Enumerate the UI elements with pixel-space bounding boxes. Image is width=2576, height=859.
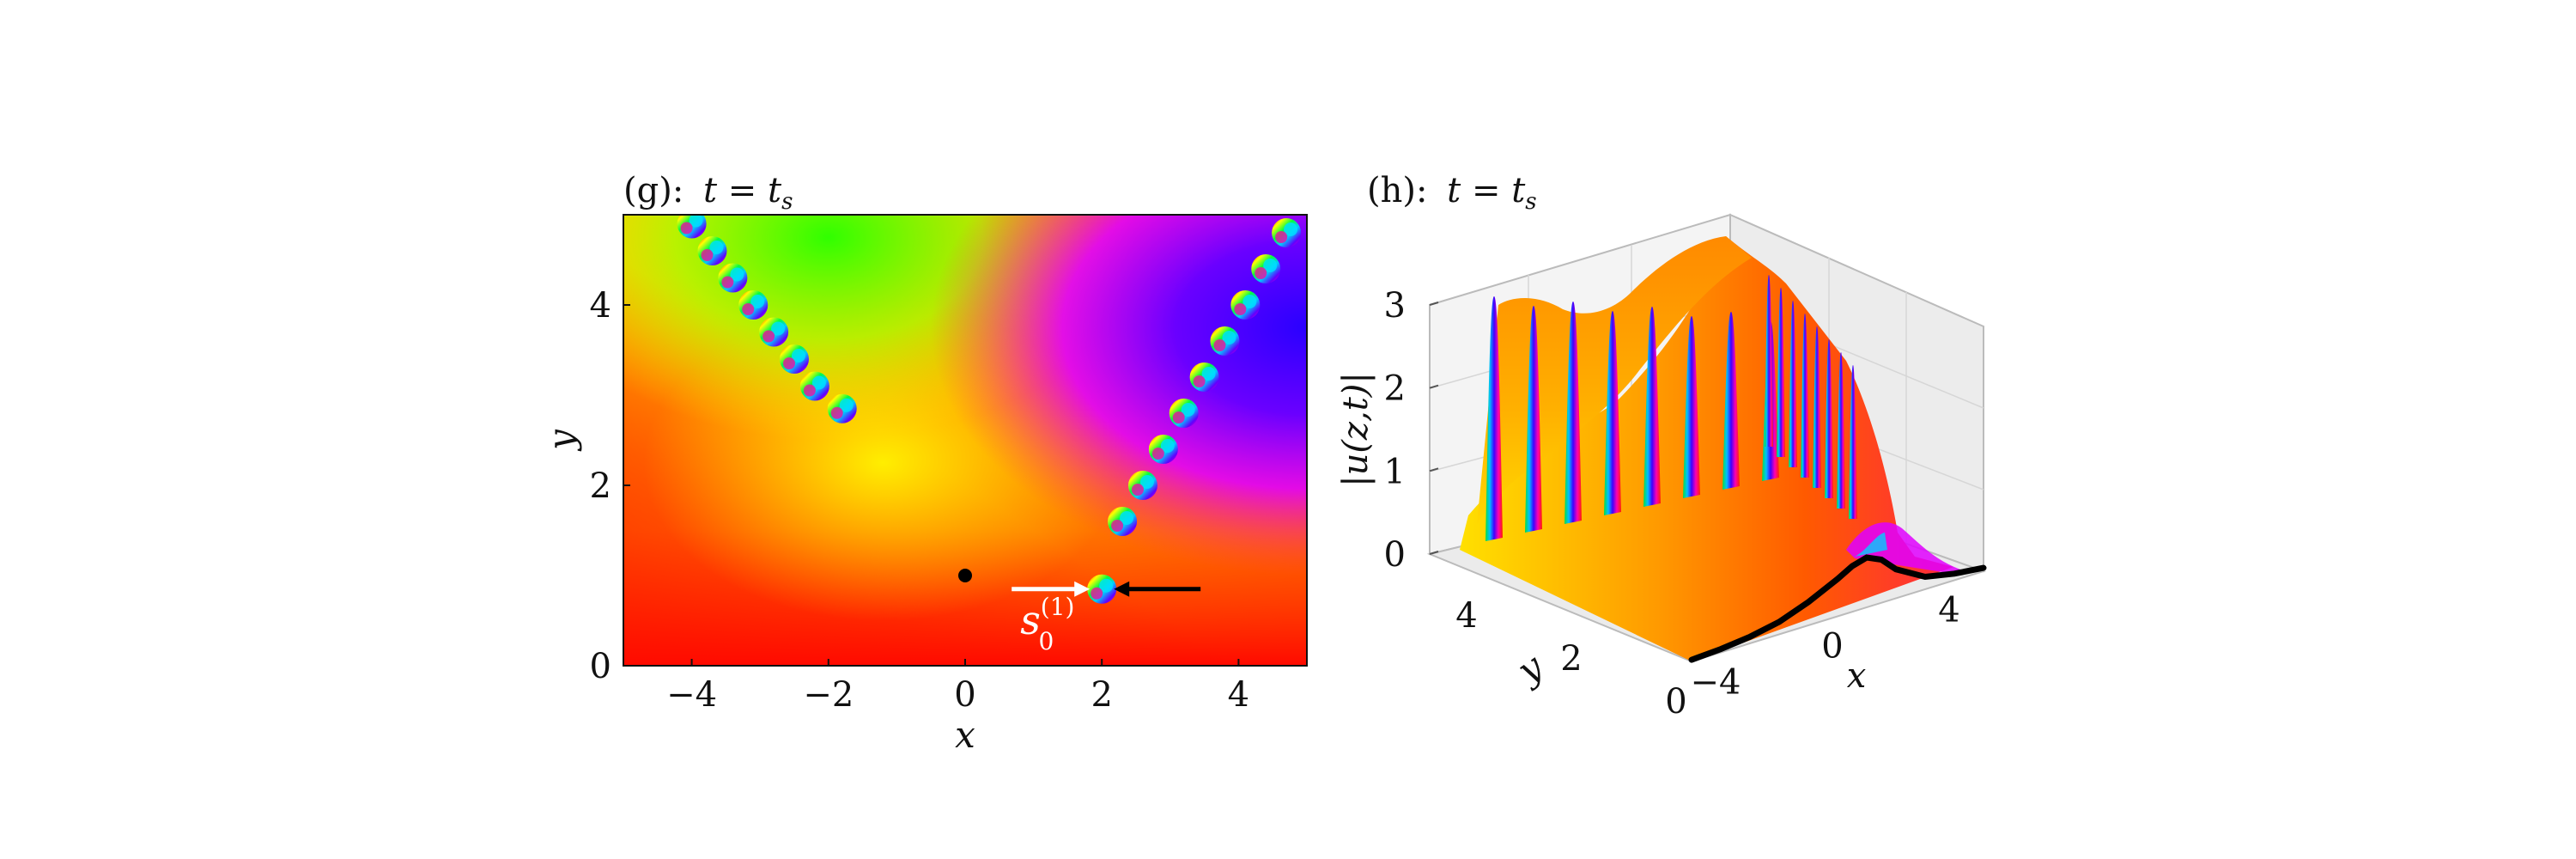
x-tick-label: 4 bbox=[1228, 675, 1249, 715]
x-tick-label: −4 bbox=[666, 675, 717, 715]
ridge-left-6 bbox=[1722, 312, 1740, 490]
panel-g-title: (g): t = ts bbox=[623, 171, 793, 215]
phase-zero-right-6 bbox=[1210, 326, 1240, 356]
ridge-right-1 bbox=[1777, 288, 1785, 457]
ridge-left-4 bbox=[1643, 307, 1661, 507]
z-tick-label: 0 bbox=[1384, 535, 1406, 575]
phase-zero-right-8 bbox=[1251, 254, 1281, 283]
phase-zero-right-0 bbox=[1087, 574, 1117, 604]
surface-oscillations-right bbox=[1765, 275, 1857, 519]
ridge-right-2 bbox=[1789, 301, 1797, 467]
phase-zero-left-7 bbox=[827, 393, 857, 423]
panel-g-ylabel: y bbox=[540, 429, 582, 452]
z-tick-label: 1 bbox=[1384, 452, 1406, 491]
phase-zero-right-3 bbox=[1148, 435, 1178, 464]
phase-singularities bbox=[677, 215, 1302, 604]
ridge-left-2 bbox=[1564, 302, 1582, 524]
phase-zero-left-4 bbox=[759, 317, 789, 347]
phase-zero-left-0 bbox=[677, 215, 707, 239]
panel-h-y-ticks: 4 2 0 bbox=[1455, 596, 1686, 722]
panel-h-xlabel: x bbox=[1847, 656, 1867, 696]
surface bbox=[1460, 236, 1966, 661]
phase-zero-right-4 bbox=[1169, 399, 1199, 428]
marked-point bbox=[958, 569, 972, 582]
panel-g: (g): t = ts s(1) 0 −4 −2 0 2 4 0 2 4 x y bbox=[540, 171, 1308, 756]
ridge-left-1 bbox=[1525, 306, 1542, 533]
z-tick-label: 3 bbox=[1384, 286, 1406, 326]
panel-h-x-ticks: −4 0 4 bbox=[1691, 591, 1960, 703]
panel-g-xlabel: x bbox=[955, 714, 975, 756]
white-arrow bbox=[1012, 581, 1091, 597]
ridge-right-4 bbox=[1813, 326, 1821, 488]
y-tick-label: 2 bbox=[1560, 639, 1582, 679]
ridge-left-3 bbox=[1604, 311, 1621, 515]
z-tick-label: 2 bbox=[1384, 369, 1406, 409]
phase-heatmap bbox=[623, 215, 1307, 666]
y-tick-label: 4 bbox=[590, 286, 611, 326]
y-tick-label: 0 bbox=[590, 647, 611, 686]
ridge-right-6 bbox=[1837, 352, 1845, 509]
phase-zero-left-1 bbox=[697, 236, 727, 265]
ridge-right-0 bbox=[1765, 275, 1773, 447]
y-tick-label: 4 bbox=[1455, 596, 1477, 636]
panel-g-y-ticks: 0 2 4 bbox=[590, 286, 630, 686]
z-tick-mark bbox=[1429, 467, 1439, 472]
ridge-right-5 bbox=[1825, 339, 1833, 498]
phase-zero-left-2 bbox=[718, 263, 748, 293]
x-tick-label: 0 bbox=[1821, 627, 1843, 667]
x-tick-label: 4 bbox=[1938, 591, 1959, 631]
phase-zero-right-2 bbox=[1127, 471, 1157, 500]
phase-zero-left-6 bbox=[799, 371, 829, 401]
x-tick-label: −4 bbox=[1691, 663, 1741, 703]
panel-h-z-ticks: 0 1 2 3 bbox=[1384, 286, 1439, 575]
y-tick-label: 0 bbox=[1665, 682, 1686, 722]
y-tick-label: 2 bbox=[590, 466, 611, 506]
x-tick-label: −2 bbox=[803, 675, 854, 715]
ridge-right-7 bbox=[1849, 365, 1857, 519]
phase-zero-left-5 bbox=[780, 344, 809, 374]
panel-g-x-ticks: −4 −2 0 2 4 bbox=[666, 659, 1249, 715]
panel-h-zlabel: |u(z,t)| bbox=[1336, 372, 1376, 487]
ridge-left-0 bbox=[1485, 296, 1503, 541]
panel-h: (h): t = ts bbox=[1336, 171, 1987, 722]
black-arrow bbox=[1114, 581, 1201, 597]
x-tick-label: 2 bbox=[1091, 675, 1112, 715]
phase-zero-right-7 bbox=[1230, 290, 1261, 320]
ridge-left-5 bbox=[1683, 316, 1700, 498]
x-tick-label: 0 bbox=[954, 675, 975, 715]
panel-h-title: (h): t = ts bbox=[1367, 171, 1537, 215]
ridge-right-3 bbox=[1801, 314, 1809, 478]
z-tick-mark bbox=[1429, 384, 1439, 389]
z-tick-mark bbox=[1429, 302, 1439, 306]
z-tick-mark bbox=[1429, 551, 1439, 555]
phase-zero-right-9 bbox=[1272, 218, 1302, 247]
boundary-curve bbox=[1688, 554, 1987, 663]
zero-label: s(1) 0 bbox=[1020, 593, 1074, 655]
phase-zero-right-1 bbox=[1108, 507, 1138, 536]
phase-zero-left-3 bbox=[738, 290, 769, 320]
panel-h-ylabel: y bbox=[1508, 645, 1551, 693]
phase-zero-right-5 bbox=[1189, 362, 1219, 392]
